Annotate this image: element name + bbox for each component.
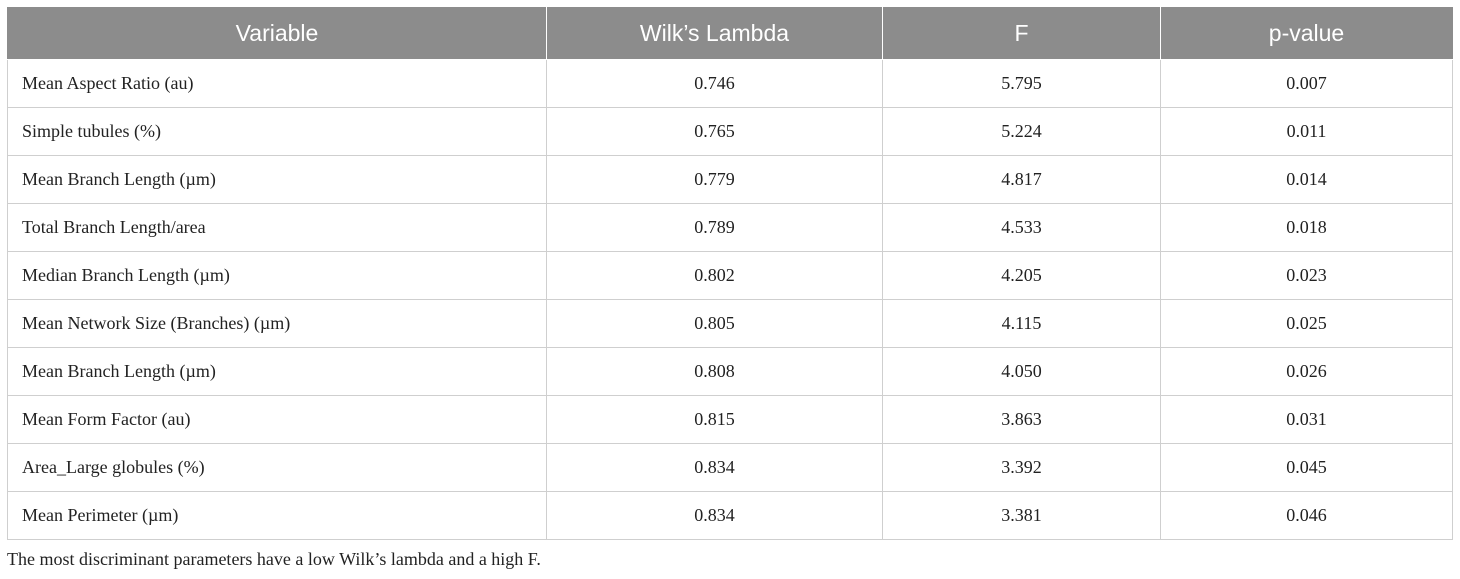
table-row: Mean Form Factor (au) 0.815 3.863 0.031 xyxy=(7,395,1453,444)
table-row: Mean Aspect Ratio (au) 0.746 5.795 0.007 xyxy=(7,59,1453,108)
table-row: Mean Network Size (Branches) (µm) 0.805 … xyxy=(7,299,1453,348)
cell-variable: Total Branch Length/area xyxy=(7,203,547,252)
column-header-f: F xyxy=(882,7,1161,60)
cell-wilks-lambda: 0.789 xyxy=(546,203,883,252)
table-row: Area_Large globules (%) 0.834 3.392 0.04… xyxy=(7,443,1453,492)
cell-f: 5.224 xyxy=(882,107,1161,156)
cell-wilks-lambda: 0.834 xyxy=(546,443,883,492)
cell-p-value: 0.018 xyxy=(1160,203,1453,252)
cell-p-value: 0.007 xyxy=(1160,59,1453,108)
table-row: Total Branch Length/area 0.789 4.533 0.0… xyxy=(7,203,1453,252)
table-row: Simple tubules (%) 0.765 5.224 0.011 xyxy=(7,107,1453,156)
cell-p-value: 0.023 xyxy=(1160,251,1453,300)
cell-f: 4.050 xyxy=(882,347,1161,396)
column-header-variable: Variable xyxy=(7,7,547,60)
cell-f: 4.205 xyxy=(882,251,1161,300)
table-row: Median Branch Length (µm) 0.802 4.205 0.… xyxy=(7,251,1453,300)
cell-variable: Mean Form Factor (au) xyxy=(7,395,547,444)
data-table-container: Variable Wilk’s Lambda F p-value Mean As… xyxy=(7,7,1453,540)
cell-wilks-lambda: 0.779 xyxy=(546,155,883,204)
header-row: Variable Wilk’s Lambda F p-value xyxy=(7,7,1453,60)
cell-variable: Mean Branch Length (µm) xyxy=(7,155,547,204)
cell-f: 4.115 xyxy=(882,299,1161,348)
cell-wilks-lambda: 0.746 xyxy=(546,59,883,108)
table-header: Variable Wilk’s Lambda F p-value xyxy=(7,7,1453,60)
data-table: Variable Wilk’s Lambda F p-value Mean As… xyxy=(7,7,1453,540)
cell-f: 3.381 xyxy=(882,491,1161,540)
cell-variable: Mean Aspect Ratio (au) xyxy=(7,59,547,108)
cell-p-value: 0.046 xyxy=(1160,491,1453,540)
cell-f: 4.817 xyxy=(882,155,1161,204)
cell-variable: Mean Perimeter (µm) xyxy=(7,491,547,540)
cell-wilks-lambda: 0.802 xyxy=(546,251,883,300)
cell-wilks-lambda: 0.805 xyxy=(546,299,883,348)
cell-variable: Mean Branch Length (µm) xyxy=(7,347,547,396)
cell-p-value: 0.026 xyxy=(1160,347,1453,396)
cell-f: 4.533 xyxy=(882,203,1161,252)
cell-variable: Area_Large globules (%) xyxy=(7,443,547,492)
cell-p-value: 0.011 xyxy=(1160,107,1453,156)
table-footnote: The most discriminant parameters have a … xyxy=(7,549,541,569)
column-header-wilks-lambda: Wilk’s Lambda xyxy=(546,7,883,60)
cell-variable: Mean Network Size (Branches) (µm) xyxy=(7,299,547,348)
table-body: Mean Aspect Ratio (au) 0.746 5.795 0.007… xyxy=(7,59,1453,540)
table-row: Mean Perimeter (µm) 0.834 3.381 0.046 xyxy=(7,491,1453,540)
table-row: Mean Branch Length (µm) 0.808 4.050 0.02… xyxy=(7,347,1453,396)
cell-f: 3.392 xyxy=(882,443,1161,492)
cell-wilks-lambda: 0.808 xyxy=(546,347,883,396)
table-row: Mean Branch Length (µm) 0.779 4.817 0.01… xyxy=(7,155,1453,204)
cell-p-value: 0.045 xyxy=(1160,443,1453,492)
cell-wilks-lambda: 0.815 xyxy=(546,395,883,444)
cell-variable: Simple tubules (%) xyxy=(7,107,547,156)
cell-p-value: 0.014 xyxy=(1160,155,1453,204)
cell-p-value: 0.031 xyxy=(1160,395,1453,444)
cell-p-value: 0.025 xyxy=(1160,299,1453,348)
cell-wilks-lambda: 0.834 xyxy=(546,491,883,540)
cell-wilks-lambda: 0.765 xyxy=(546,107,883,156)
cell-variable: Median Branch Length (µm) xyxy=(7,251,547,300)
cell-f: 3.863 xyxy=(882,395,1161,444)
column-header-p-value: p-value xyxy=(1160,7,1453,60)
cell-f: 5.795 xyxy=(882,59,1161,108)
